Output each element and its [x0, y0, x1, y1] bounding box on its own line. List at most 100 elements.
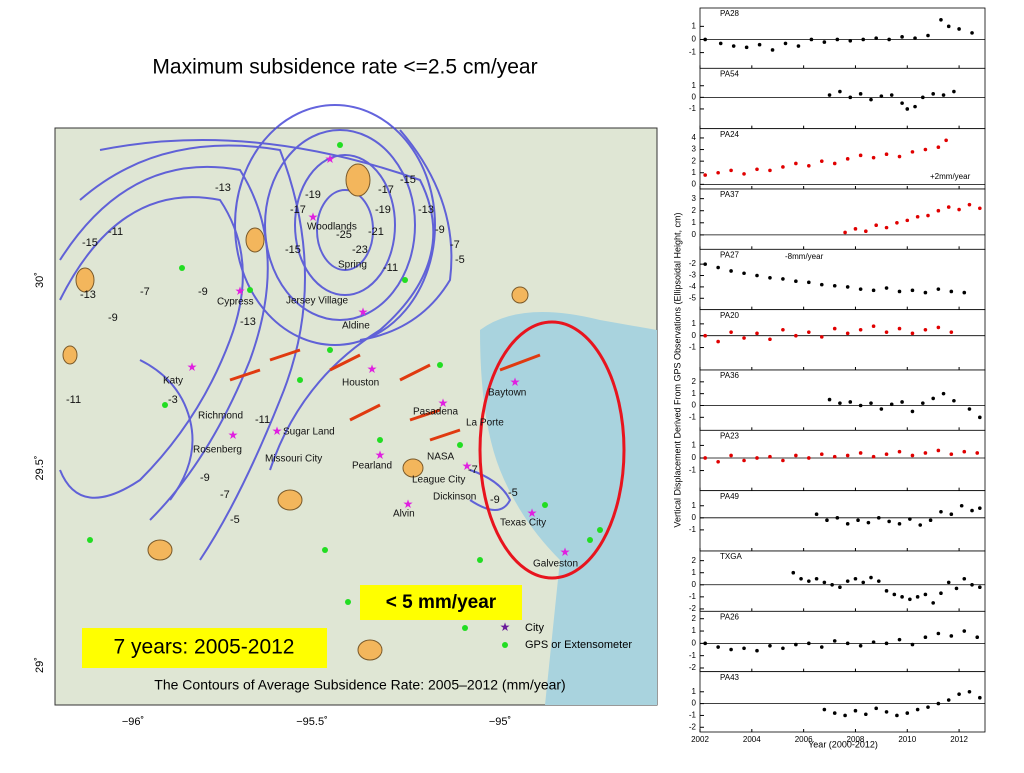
data-point	[703, 333, 707, 338]
data-point	[853, 227, 858, 231]
panel-frame	[699, 309, 986, 371]
y-tick-label: 1	[692, 687, 697, 696]
contour-label: -5	[455, 254, 465, 266]
contour-label: -9	[200, 472, 210, 484]
data-point	[952, 89, 956, 94]
data-point	[946, 205, 951, 209]
data-point	[871, 324, 876, 329]
data-point	[876, 579, 881, 583]
data-point	[781, 458, 785, 463]
data-point	[819, 645, 824, 649]
data-point	[884, 589, 889, 593]
svg-text:★: ★	[560, 545, 571, 559]
data-point	[889, 93, 894, 97]
data-point	[884, 225, 889, 230]
lat-tick: 30˚	[34, 272, 46, 288]
data-point	[716, 265, 720, 270]
data-point	[807, 456, 811, 460]
data-point	[897, 289, 902, 294]
data-point	[843, 230, 847, 235]
data-point	[962, 449, 967, 454]
y-tick-label: 0	[692, 453, 697, 462]
data-point	[703, 37, 707, 42]
contour-label: -11	[66, 394, 81, 406]
data-point	[928, 518, 933, 523]
data-point	[742, 646, 746, 651]
data-point	[921, 401, 925, 405]
data-point	[921, 95, 925, 100]
data-point	[970, 582, 974, 587]
data-point	[703, 262, 707, 266]
city-label: Pasadena	[413, 407, 458, 418]
y-tick-label: -1	[689, 711, 697, 720]
data-point	[853, 708, 858, 713]
data-point	[884, 152, 889, 156]
data-point	[884, 452, 889, 457]
data-point	[822, 40, 827, 44]
map-axes: −96˚ −95.5˚ −95˚ 30˚ 29.5˚ 29˚	[34, 272, 511, 728]
contour-label: -7	[450, 239, 460, 251]
city-label: Sugar Land	[283, 427, 335, 438]
y-tick-label: -2	[689, 604, 697, 613]
data-point	[796, 44, 801, 48]
y-tick-label: 2	[692, 556, 697, 565]
legend-label: City	[525, 622, 544, 634]
city-label: Missouri City	[265, 454, 322, 465]
data-point	[869, 401, 873, 405]
data-point	[832, 711, 837, 715]
data-point	[729, 647, 733, 652]
data-point	[941, 93, 946, 97]
lon-tick: −96˚	[122, 716, 144, 728]
contour-labels: -13 -15 -17 -19 -21 -23 -25 -19 -17 -15 …	[66, 174, 518, 526]
data-point	[913, 36, 917, 40]
data-point	[900, 35, 904, 39]
faults	[229, 348, 541, 442]
data-point	[923, 290, 928, 295]
data-point	[703, 173, 707, 177]
data-point	[830, 582, 834, 587]
data-point	[819, 335, 824, 339]
data-point	[889, 402, 894, 407]
gps-sites	[87, 142, 603, 631]
y-tick-label: 0	[692, 580, 697, 589]
svg-text:★: ★	[272, 424, 283, 438]
data-point	[923, 451, 928, 455]
city-stars: ★ ★ ★ ★ ★ ★ ★ ★ ★ ★ ★ ★ ★ ★ ★	[187, 152, 571, 559]
city-label: Rosenberg	[193, 445, 242, 456]
coastal-ellipse	[478, 320, 626, 580]
annotation: -8mm/year	[785, 252, 824, 261]
data-point	[858, 287, 863, 291]
data-point	[814, 576, 819, 581]
y-tick-label: 1	[692, 21, 697, 30]
data-point	[814, 512, 819, 516]
data-point	[718, 41, 723, 46]
city-label: Cypress	[217, 297, 254, 308]
data-point	[944, 138, 948, 143]
data-point	[936, 287, 941, 291]
gulf-water	[545, 560, 657, 705]
data-point	[853, 576, 858, 581]
data-point	[731, 44, 736, 48]
data-point	[832, 454, 837, 459]
data-point	[915, 214, 920, 219]
data-point	[957, 692, 961, 696]
contour-label: -11	[255, 414, 270, 426]
data-point	[768, 644, 772, 648]
y-tick-label: 3	[692, 194, 697, 203]
data-point	[936, 325, 941, 330]
data-point	[768, 168, 772, 173]
data-point	[716, 459, 720, 464]
data-point	[845, 285, 850, 289]
data-point	[716, 170, 720, 175]
data-point	[781, 646, 785, 651]
data-point	[838, 89, 842, 94]
data-point	[819, 282, 824, 287]
city-label: Galveston	[533, 559, 578, 570]
y-tick-label: -5	[689, 293, 697, 302]
station-name: PA26	[720, 612, 740, 621]
data-point	[879, 94, 884, 98]
data-point	[832, 161, 837, 166]
y-tick-label: 0	[692, 401, 697, 410]
data-point	[729, 168, 733, 173]
station-name: PA24	[720, 130, 740, 139]
